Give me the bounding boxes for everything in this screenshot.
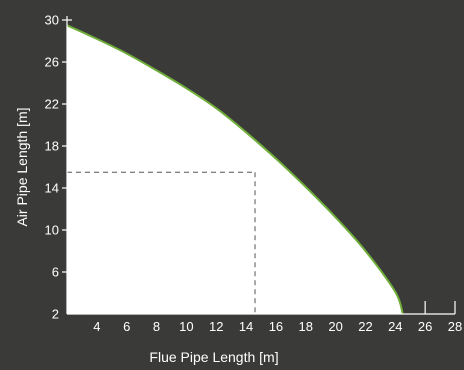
x-tick-label: 14	[239, 319, 253, 334]
y-tick-label: 18	[45, 139, 59, 154]
y-tick-label: 14	[45, 181, 59, 196]
x-tick-label: 4	[93, 319, 100, 334]
x-tick-label: 24	[388, 319, 402, 334]
x-tick-label: 12	[209, 319, 223, 334]
y-tick-label: 2	[52, 307, 59, 322]
series-line	[66, 24, 404, 315]
x-tick-label: 22	[358, 319, 372, 334]
x-tick-label: 20	[328, 319, 342, 334]
y-tick-label: 6	[52, 265, 59, 280]
x-tick-label: 6	[123, 319, 130, 334]
x-tick-label: 8	[153, 319, 160, 334]
x-tick-label: 10	[179, 319, 193, 334]
x-tick-label: 26	[418, 319, 432, 334]
x-tick-label: 28	[448, 319, 462, 334]
y-tick-label: 10	[45, 223, 59, 238]
x-tick-label: 18	[299, 319, 313, 334]
y-tick-label: 26	[45, 55, 59, 70]
y-axis-title: Air Pipe Length [m]	[14, 107, 30, 226]
area-fill	[67, 25, 403, 315]
x-tick-label: 16	[269, 319, 283, 334]
x-axis-title: Flue Pipe Length [m]	[149, 349, 278, 365]
y-tick-label: 30	[45, 13, 59, 28]
plot-area	[66, 24, 404, 315]
y-tick-label: 22	[45, 97, 59, 112]
